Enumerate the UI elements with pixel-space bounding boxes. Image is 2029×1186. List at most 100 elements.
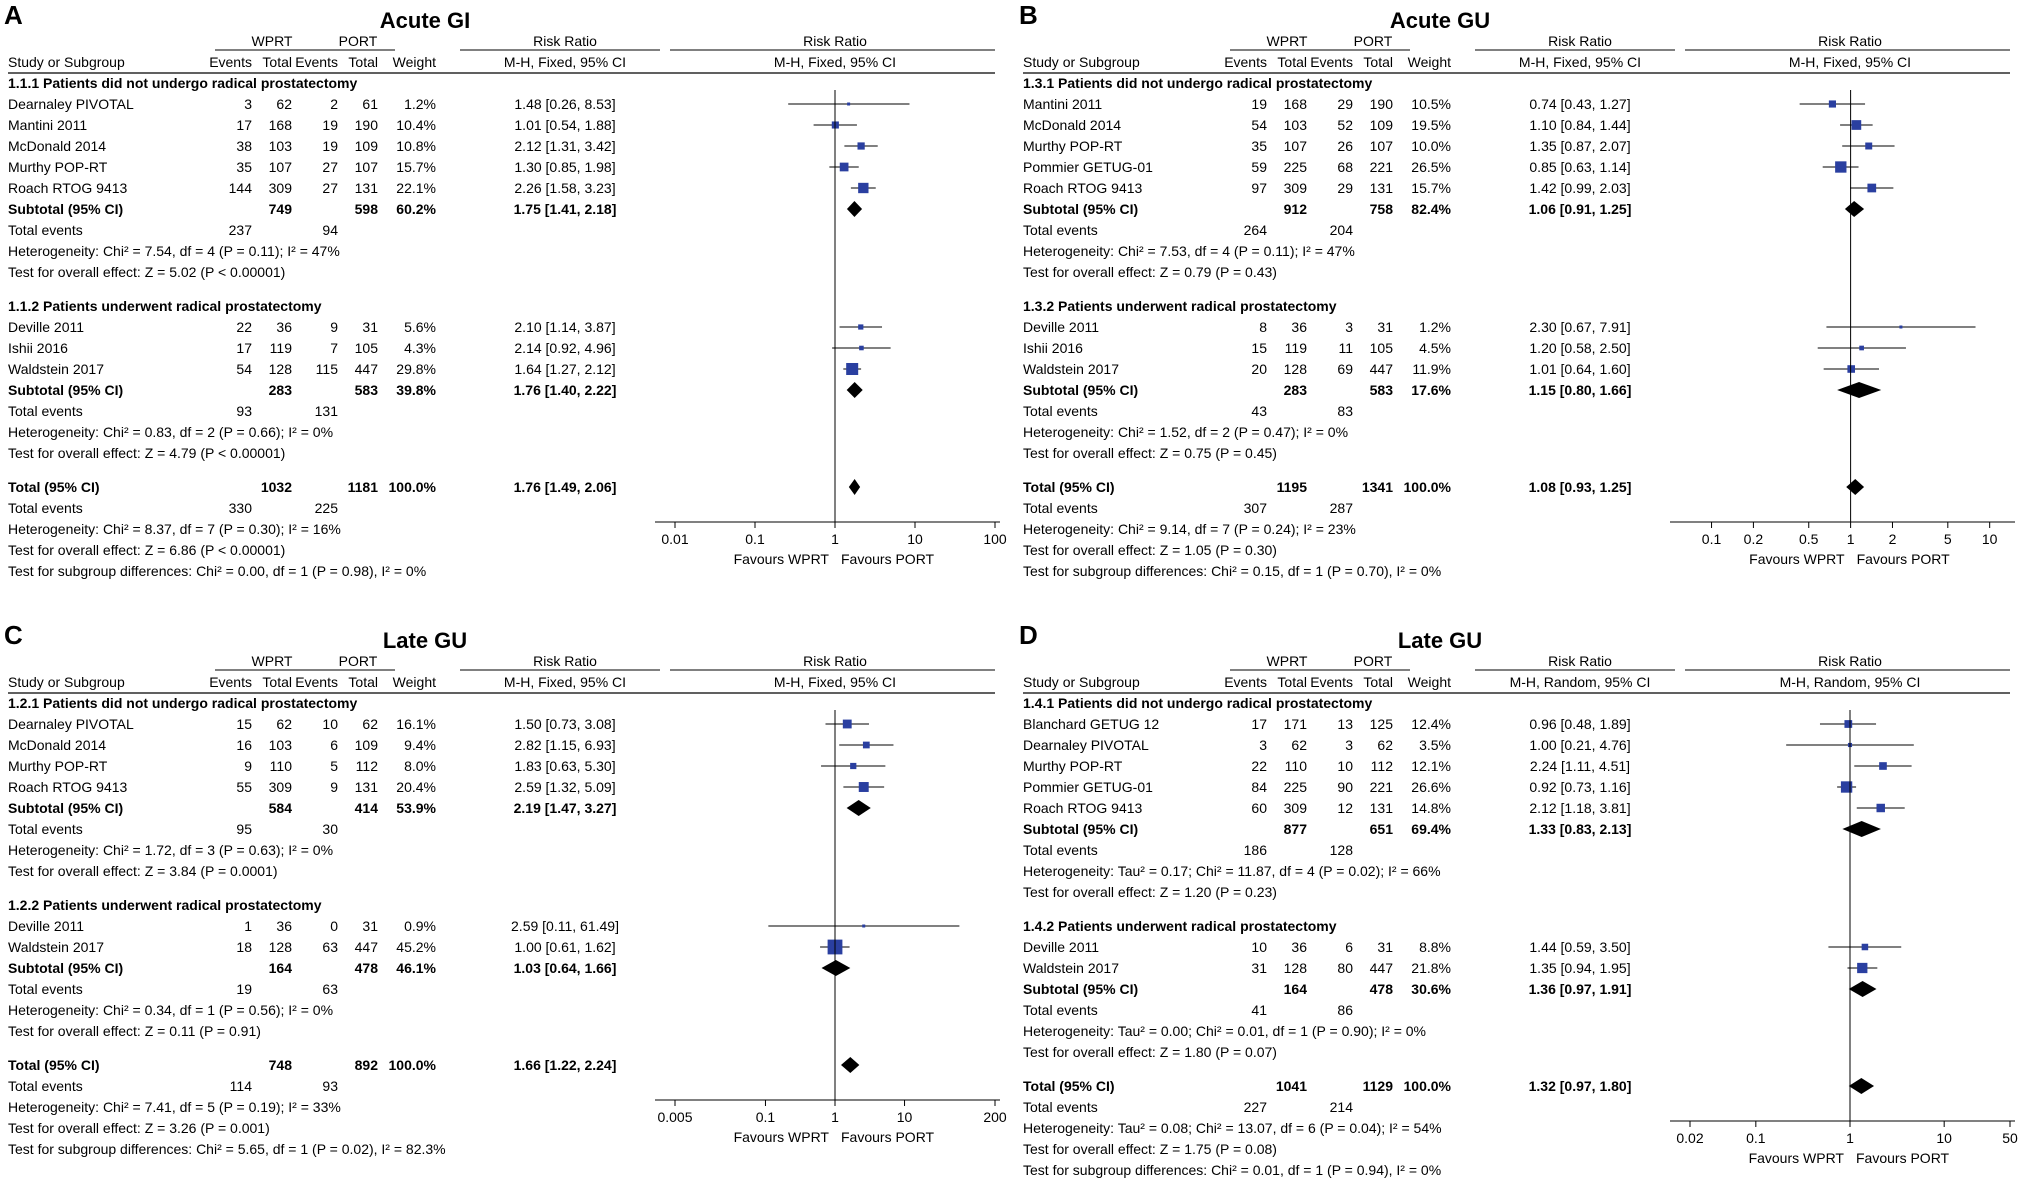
favours-right-label: Favours PORT xyxy=(1856,1150,1950,1166)
total1-cell: 107 xyxy=(1284,138,1308,154)
subtotal-diamond xyxy=(846,800,871,816)
panel-letter: B xyxy=(1019,0,1038,30)
rr-ci-cell: 1.75 [1.41, 2.18] xyxy=(514,201,617,217)
events1-cell: 15 xyxy=(236,716,252,732)
events1-cell: 55 xyxy=(236,779,252,795)
overall-effect-text: Test for overall effect: Z = 5.02 (P < 0… xyxy=(8,264,285,280)
total-label: Total (95% CI) xyxy=(1023,479,1115,495)
rr-ci-cell: 2.26 [1.58, 3.23] xyxy=(514,180,615,196)
events2-cell: 52 xyxy=(1337,117,1353,133)
study-point xyxy=(1861,943,1869,951)
col-events1-header: Events xyxy=(1224,674,1267,690)
rr-ci-cell: 1.50 [0.73, 3.08] xyxy=(514,716,615,732)
favours-right-label: Favours PORT xyxy=(841,551,935,567)
total1-cell: 309 xyxy=(269,180,293,196)
study-point xyxy=(1840,781,1853,793)
favours-right-label: Favours PORT xyxy=(1857,551,1951,567)
events1-cell: 15 xyxy=(1251,340,1267,356)
events1-cell: 10 xyxy=(1251,939,1267,955)
weight-cell: 20.4% xyxy=(396,779,436,795)
weight-cell: 26.6% xyxy=(1411,779,1451,795)
study-name: McDonald 2014 xyxy=(8,138,106,154)
rr-ci-cell: 2.12 [1.18, 3.81] xyxy=(1529,800,1630,816)
total-events1: 43 xyxy=(1251,403,1267,419)
total-events1: 186 xyxy=(1244,842,1268,858)
col-total2-header: Total xyxy=(1363,674,1393,690)
x-tick-label: 1 xyxy=(831,531,839,547)
total1-cell: 119 xyxy=(270,340,293,356)
events2-cell: 90 xyxy=(1337,779,1353,795)
subgroup-title: 1.3.1 Patients did not undergo radical p… xyxy=(1023,75,1373,91)
total2-cell: 62 xyxy=(362,716,378,732)
study-point xyxy=(858,182,869,194)
total2-cell: 478 xyxy=(1370,981,1394,997)
overall-test-text: Test for overall effect: Z = 1.05 (P = 0… xyxy=(1023,542,1277,558)
events2-cell: 9 xyxy=(330,779,338,795)
total2-cell: 221 xyxy=(1370,159,1394,175)
events2-cell: 29 xyxy=(1337,96,1353,112)
heterogeneity-text: Heterogeneity: Tau² = 0.00; Chi² = 0.01,… xyxy=(1023,1023,1426,1039)
col-events1-header: Events xyxy=(209,54,252,70)
study-point xyxy=(858,324,864,330)
total-events1: 264 xyxy=(1244,222,1268,238)
study-point xyxy=(1865,142,1873,150)
chart-title: Late GU xyxy=(383,628,467,653)
total2-cell: 190 xyxy=(1370,96,1394,112)
weight-cell: 22.1% xyxy=(396,180,436,196)
rr-ci-cell: 1.01 [0.54, 1.88] xyxy=(514,117,615,133)
total2-cell: 221 xyxy=(1370,779,1394,795)
study-point xyxy=(1876,803,1885,813)
overall-heterogeneity-text: Heterogeneity: Chi² = 7.41, df = 5 (P = … xyxy=(8,1099,341,1115)
total2-cell: 31 xyxy=(362,918,378,934)
study-name: Ishii 2016 xyxy=(8,340,68,356)
total2-cell: 447 xyxy=(355,939,379,955)
study-name: Waldstein 2017 xyxy=(8,361,104,377)
total1-cell: 110 xyxy=(270,758,293,774)
events2-cell: 80 xyxy=(1337,960,1353,976)
overall-test-text: Test for overall effect: Z = 6.86 (P < 0… xyxy=(8,542,285,558)
total2-cell: 105 xyxy=(1370,340,1394,356)
total2-cell: 651 xyxy=(1370,821,1394,837)
total-events1: 227 xyxy=(1244,1099,1268,1115)
heterogeneity-text: Heterogeneity: Chi² = 1.72, df = 3 (P = … xyxy=(8,842,333,858)
plot-risk-ratio-header: Risk Ratio xyxy=(803,653,867,669)
total2-cell: 892 xyxy=(355,1057,379,1073)
events1-cell: 16 xyxy=(236,737,252,753)
rr-ci-cell: 1.32 [0.97, 1.80] xyxy=(1529,1078,1632,1094)
events2-cell: 3 xyxy=(1345,319,1353,335)
total-events-label: Total events xyxy=(1023,500,1098,516)
events2-cell: 29 xyxy=(1337,180,1353,196)
overall-effect-text: Test for overall effect: Z = 0.11 (P = 0… xyxy=(8,1023,261,1039)
forest-panel-a: A Acute GI WPRT PORT Risk Ratio Risk Ratio St… xyxy=(0,0,1014,593)
total2-cell: 112 xyxy=(1371,758,1394,774)
events1-cell: 19 xyxy=(1251,96,1267,112)
rr-ci-cell: 0.96 [0.48, 1.89] xyxy=(1529,716,1630,732)
total1-cell: 225 xyxy=(1284,779,1308,795)
plot-method-header: M-H, Fixed, 95% CI xyxy=(1789,54,1911,70)
total2-cell: 758 xyxy=(1370,201,1394,217)
rr-ci-cell: 1.36 [0.97, 1.91] xyxy=(1529,981,1632,997)
col-total1-header: Total xyxy=(1277,54,1307,70)
total-events-label: Total events xyxy=(8,222,83,238)
col-events1-header: Events xyxy=(209,674,252,690)
subtotal-label: Subtotal (95% CI) xyxy=(1023,382,1138,398)
study-name: Mantini 2011 xyxy=(1023,96,1102,112)
weight-cell: 100.0% xyxy=(1404,479,1452,495)
rr-ci-cell: 0.85 [0.63, 1.14] xyxy=(1529,159,1630,175)
total2-cell: 583 xyxy=(1370,382,1394,398)
weight-cell: 15.7% xyxy=(1411,180,1451,196)
weight-cell: 0.9% xyxy=(404,918,436,934)
total1-cell: 62 xyxy=(1291,737,1307,753)
weight-cell: 10.8% xyxy=(396,138,436,154)
x-tick-label: 200 xyxy=(983,1109,1007,1125)
plot-method-header: M-H, Fixed, 95% CI xyxy=(774,54,896,70)
events2-cell: 5 xyxy=(330,758,338,774)
subgroup-title: 1.3.2 Patients underwent radical prostat… xyxy=(1023,298,1337,314)
subtotal-diamond xyxy=(1837,382,1882,398)
subtotal-diamond xyxy=(846,201,863,217)
total2-cell: 31 xyxy=(1377,319,1393,335)
study-name: Murthy POP-RT xyxy=(1023,758,1123,774)
col-weight-header: Weight xyxy=(393,54,436,70)
study-name: Dearnaley PIVOTAL xyxy=(8,716,134,732)
plot-method-header: M-H, Fixed, 95% CI xyxy=(774,674,896,690)
